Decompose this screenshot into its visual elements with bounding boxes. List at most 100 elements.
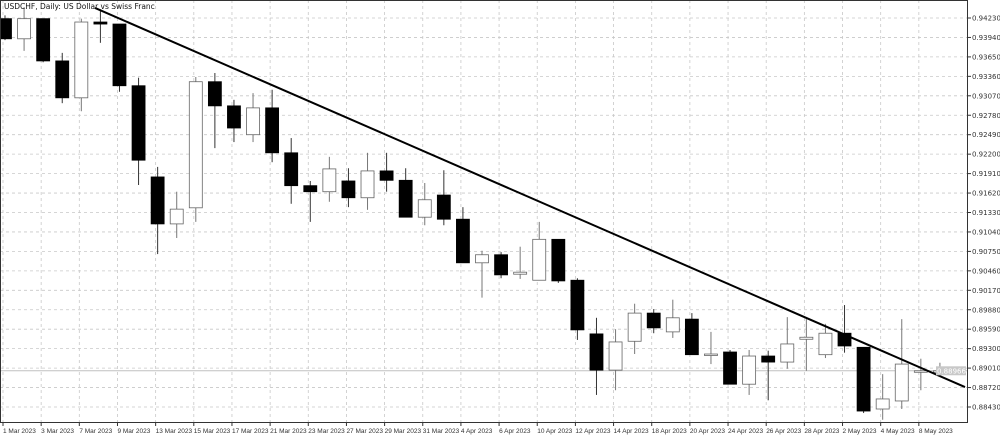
candle [875, 374, 890, 420]
candle [379, 152, 394, 192]
x-tick-label: 26 Apr 2023 [766, 428, 801, 435]
candle [360, 152, 375, 210]
x-tick-label: 29 Mar 2023 [385, 428, 422, 435]
candle-body-bearish [684, 318, 699, 356]
candle-body-bullish [818, 332, 833, 356]
y-tick-label: 0.89300 [972, 345, 1000, 353]
x-tick-label: 9 Mar 2023 [117, 428, 150, 435]
candle [532, 221, 547, 281]
y-tick-label: 0.92200 [972, 151, 1000, 159]
x-tick-label: 20 Apr 2023 [690, 428, 725, 435]
current-price-label: 0.88966 [937, 367, 966, 375]
candle-body-bullish [475, 254, 489, 264]
candle [742, 349, 757, 395]
candle-body-bullish [780, 343, 795, 363]
candle-body-bearish [150, 176, 165, 225]
candle-body-bearish [856, 346, 871, 412]
candle [494, 252, 508, 279]
candle [0, 15, 12, 41]
candle [55, 52, 70, 104]
candle [436, 170, 451, 226]
candle-body-bearish [398, 179, 413, 218]
candle [246, 93, 260, 143]
candle [398, 168, 413, 218]
x-tick-label: 23 Mar 2023 [308, 428, 345, 435]
candle-body-bearish [0, 18, 12, 40]
candle [570, 278, 585, 340]
x-tick-label: 1 Mar 2023 [3, 428, 36, 435]
candle-body-bearish [112, 23, 127, 87]
candle-body-bullish [188, 81, 203, 209]
y-tick-label: 0.91330 [972, 209, 1000, 217]
candle [818, 323, 833, 359]
candle [227, 99, 241, 143]
candle-body-bullish [665, 317, 680, 333]
candle-body-bullish [913, 370, 928, 373]
x-tick-label: 4 Apr 2023 [461, 428, 493, 435]
candle-body-bearish [589, 333, 604, 371]
y-tick-label: 0.93940 [972, 34, 1000, 42]
candle [265, 89, 280, 163]
y-tick-label: 0.91040 [972, 228, 1000, 236]
candle-body-bearish [723, 351, 737, 385]
candle-body-bearish [646, 312, 661, 329]
y-tick-label: 0.92490 [972, 131, 1000, 139]
candle-body-bearish [379, 170, 394, 181]
candle-body-bearish [93, 21, 108, 25]
candle-body-bearish [131, 85, 146, 161]
candle [837, 305, 852, 353]
y-tick-label: 0.93360 [972, 73, 1000, 81]
candle-body-bullish [17, 18, 31, 40]
x-tick-label: 17 Mar 2023 [232, 428, 269, 435]
candle [17, 7, 31, 51]
y-tick-label: 0.88430 [972, 404, 1000, 412]
candle-body-bearish [55, 60, 70, 99]
candle [36, 18, 51, 63]
candle [417, 182, 432, 226]
candle-body-bullish [704, 353, 718, 356]
candle [608, 329, 623, 391]
candle-body-bullish [246, 107, 260, 136]
x-tick-label: 13 Mar 2023 [156, 428, 193, 435]
candle-body-bearish [207, 81, 222, 107]
y-tick-label: 0.90750 [972, 248, 1000, 256]
y-tick-label: 0.89880 [972, 306, 1000, 314]
trendline [94, 7, 966, 388]
y-tick-label: 0.89010 [972, 365, 1000, 373]
x-tick-label: 21 Mar 2023 [270, 428, 307, 435]
candle-body-bearish [341, 180, 356, 199]
candle [799, 319, 814, 371]
chart-border [0, 0, 968, 423]
candle [780, 317, 795, 369]
candle-body-bullish [742, 355, 757, 385]
candle-body-bullish [169, 208, 184, 225]
candle-body-bearish [265, 107, 280, 154]
candle-body-bearish [761, 355, 776, 363]
candle [93, 9, 108, 43]
candle-body-bearish [227, 105, 241, 129]
current-price-tag [936, 366, 966, 376]
y-tick-label: 0.93650 [972, 53, 1000, 61]
candle-body-bullish [322, 168, 337, 193]
candle [856, 346, 871, 414]
x-tick-label: 12 Apr 2023 [575, 428, 610, 435]
candle-body-bullish [799, 336, 814, 340]
candle-body-bearish [570, 279, 585, 331]
candle [131, 77, 146, 186]
candle-body-bearish [303, 185, 318, 193]
candle [74, 18, 89, 112]
candle [551, 238, 566, 283]
y-tick-label: 0.90170 [972, 287, 1000, 295]
y-tick-label: 0.89590 [972, 326, 1000, 334]
candle-body-bearish [456, 218, 470, 264]
x-tick-label: 8 May 2023 [919, 428, 953, 435]
candle [150, 166, 165, 255]
candle [665, 299, 680, 338]
candle-body-bullish [360, 170, 375, 199]
candle [341, 168, 356, 208]
x-tick-label: 2 May 2023 [843, 428, 877, 435]
candle [284, 138, 299, 204]
x-tick-label: 28 Apr 2023 [804, 428, 839, 435]
candle-body-bullish [894, 363, 909, 402]
